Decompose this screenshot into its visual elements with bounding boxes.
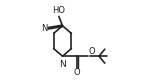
Text: HO: HO xyxy=(52,6,65,15)
Text: N: N xyxy=(59,60,66,69)
Text: O: O xyxy=(74,68,80,77)
Text: O: O xyxy=(89,46,95,56)
Text: N: N xyxy=(41,24,48,33)
